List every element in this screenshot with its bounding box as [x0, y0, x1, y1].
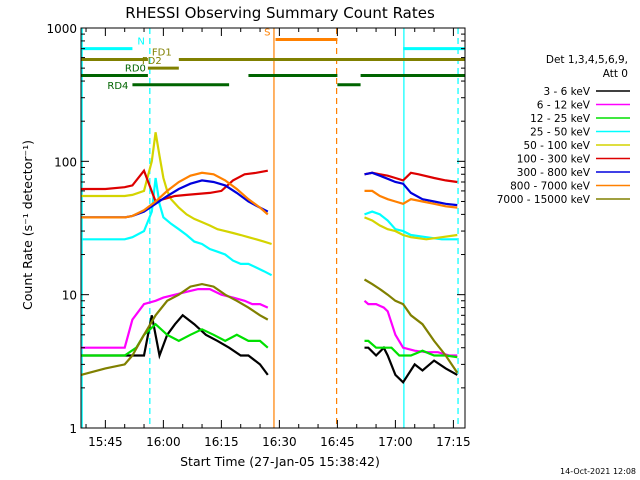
x-tick-label-3: 16:30 — [262, 435, 297, 449]
state-label-rd0: RD0 — [125, 64, 146, 75]
series-line-1 — [81, 288, 458, 357]
legend-label-4: 50 - 100 keV — [523, 140, 590, 152]
plot-frame — [80, 27, 466, 429]
state-label-fd1: FD1 — [152, 48, 172, 59]
x-axis-label: Start Time (27-Jan-05 15:38:42) — [180, 454, 380, 469]
state-label-rd4: RD4 — [107, 81, 128, 92]
legend-header-line-2: Att 0 — [603, 68, 628, 80]
legend-label-6: 300 - 800 keV — [517, 167, 591, 179]
legend-label-7: 800 - 7000 keV — [510, 181, 591, 193]
series-line-0 — [81, 313, 458, 385]
series-line-4 — [81, 132, 458, 246]
y-tick-label-1: 10 — [62, 289, 77, 303]
state-label-n: N — [137, 37, 144, 48]
y-tick-label-2: 100 — [54, 155, 77, 169]
y-axis-label: Count Rate (s⁻¹ detector⁻¹) — [20, 140, 35, 310]
timestamp: 14-Oct-2021 12:08 — [560, 467, 636, 476]
state-label-s: S — [264, 27, 270, 38]
legend-label-5: 100 - 300 keV — [517, 154, 591, 166]
legend-header-line-1: Det 1,3,4,5,6,9, — [546, 54, 628, 66]
x-tick-label-0: 15:45 — [88, 435, 123, 449]
legend-label-0: 3 - 6 keV — [543, 86, 590, 98]
legend-label-8: 7000 - 15000 keV — [497, 194, 591, 206]
x-tick-label-5: 17:00 — [378, 435, 413, 449]
x-tick-label-1: 16:00 — [146, 435, 181, 449]
state-label-fd2: FD2 — [142, 56, 162, 67]
series-line-7 — [81, 171, 458, 219]
y-tick-label-0: 1 — [69, 422, 77, 436]
legend-label-2: 12 - 25 keV — [530, 113, 591, 125]
series-line-8 — [80, 278, 459, 376]
chart-title: RHESSI Observing Summary Count Rates — [125, 4, 435, 22]
x-tick-label-2: 16:15 — [204, 435, 239, 449]
x-tick-label-4: 16:45 — [320, 435, 355, 449]
legend-label-3: 25 - 50 keV — [530, 127, 591, 139]
series-line-2 — [81, 322, 458, 359]
y-tick-label-3: 1000 — [46, 22, 77, 36]
x-tick-label-6: 17:15 — [436, 435, 471, 449]
legend-label-1: 6 - 12 keV — [537, 100, 591, 112]
series-line-5 — [81, 168, 458, 203]
